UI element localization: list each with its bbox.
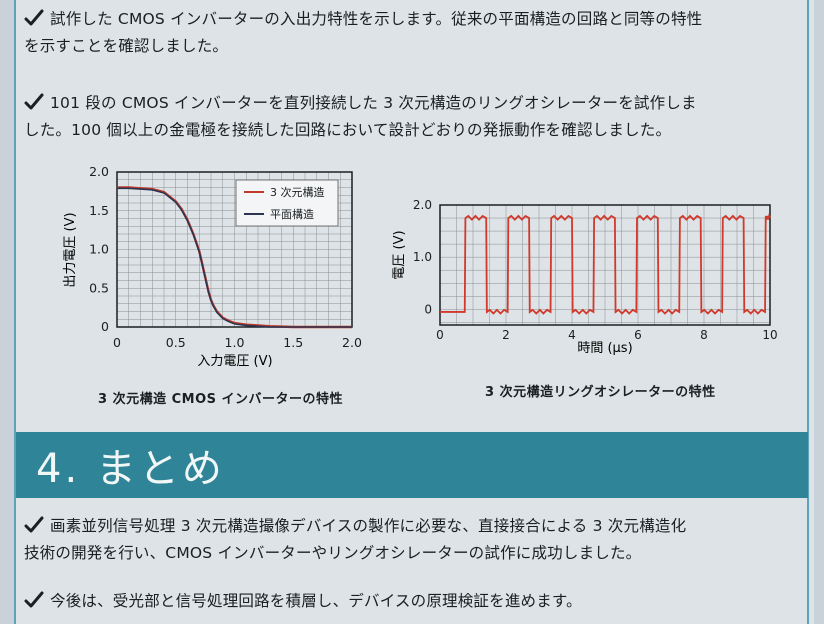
x-tick-label: 10 — [762, 328, 777, 342]
inverter-characteristic-chart: 0 0.5 1.0 1.5 2.0 0 0.5 1.0 1.5 2.0 3 次元構造 平面構造 入… — [63, 164, 362, 369]
y-tick-label: 2.0 — [413, 198, 432, 212]
y-tick-label: 2.0 — [89, 164, 109, 179]
intro-paragraph-1-line-2: を示すことを確認しました。 — [24, 37, 229, 55]
intro-paragraph-2-line-1: 101 段の CMOS インバーターを直列接続した 3 次元構造のリングオシレー… — [50, 94, 697, 112]
ring-chart-title: 3 次元構造リングオシレーターの特性 — [485, 385, 716, 400]
y-tick-label: 0 — [101, 319, 109, 334]
y-tick-label: 1.0 — [89, 242, 109, 257]
ring-chart-grid — [439, 204, 771, 325]
x-tick-label: 1.0 — [225, 335, 245, 350]
inverter-chart-ylabel: 出力電圧 (V) — [63, 212, 78, 287]
poster-right-border — [807, 0, 809, 624]
ring-chart-ylabel: 電圧 (V) — [392, 230, 407, 279]
y-tick-label: 1.5 — [89, 203, 109, 218]
summary-paragraph-2-line-1: 今後は、受光部と信号処理回路を積層し、デバイスの原理検証を進めます。 — [50, 592, 582, 610]
section-header-band — [16, 432, 808, 498]
y-tick-label: 0 — [424, 302, 432, 316]
legend-label-planar: 平面構造 — [270, 207, 314, 221]
checkmark-icon — [24, 93, 44, 111]
inverter-chart-xlabel: 入力電圧 (V) — [197, 354, 272, 369]
intro-paragraph-1-line-1: 試作した CMOS インバーターの入出力特性を示します。従来の平面構造の回路と同… — [50, 10, 703, 28]
poster-background — [14, 0, 814, 624]
y-tick-label: 1.0 — [413, 250, 432, 264]
x-tick-label: 2.0 — [342, 335, 362, 350]
poster-left-border — [14, 0, 16, 624]
x-tick-label: 2 — [502, 328, 510, 342]
inverter-chart-ticks: 0 0.5 1.0 1.5 2.0 0 0.5 1.0 1.5 2.0 — [89, 164, 362, 350]
checkmark-icon — [24, 516, 44, 534]
summary-paragraph-2: 今後は、受光部と信号処理回路を積層し、デバイスの原理検証を進めます。 — [24, 588, 794, 615]
series-line-planar — [117, 187, 352, 328]
x-tick-label: 8 — [700, 328, 708, 342]
intro-paragraph-1: 試作した CMOS インバーターの入出力特性を示します。従来の平面構造の回路と同… — [24, 6, 794, 60]
summary-paragraph-1-line-2: 技術の開発を行い、CMOS インバーターやリングオシレーターの試作に成功しました… — [24, 544, 642, 562]
intro-paragraph-2-line-2: した。100 個以上の金電極を接続した回路において設計どおりの発振動作を確認しま… — [24, 121, 672, 139]
intro-paragraph-2: 101 段の CMOS インバーターを直列接続した 3 次元構造のリングオシレー… — [24, 90, 794, 144]
summary-paragraph-1: 画素並列信号処理 3 次元構造撮像デバイスの製作に必要な、直接接合による 3 次… — [24, 513, 794, 567]
inverter-chart-series — [117, 186, 352, 329]
x-tick-label: 0.5 — [166, 335, 186, 350]
checkmark-icon — [24, 9, 44, 27]
ring-oscillator-chart: 0 2 4 6 8 10 0 1.0 2.0 時間 (μs) 電圧 (V) — [392, 198, 778, 356]
x-tick-label: 0 — [436, 328, 444, 342]
legend-label-3d: 3 次元構造 — [270, 185, 325, 199]
checkmark-icon — [24, 591, 44, 609]
x-tick-label: 6 — [634, 328, 642, 342]
x-tick-label: 0 — [113, 335, 121, 350]
ring-chart-xlabel: 時間 (μs) — [577, 341, 632, 356]
ring-chart-frame — [439, 204, 771, 326]
inverter-chart-frame — [116, 171, 353, 328]
inverter-chart-title: 3 次元構造 CMOS インバーターの特性 — [98, 392, 344, 407]
inverter-chart-legend: 3 次元構造 平面構造 — [235, 179, 339, 227]
ring-chart-series — [440, 212, 771, 315]
x-tick-label: 1.5 — [283, 335, 303, 350]
summary-paragraph-1-line-1: 画素並列信号処理 3 次元構造撮像デバイスの製作に必要な、直接接合による 3 次… — [50, 517, 687, 535]
ring-chart-ticks: 0 2 4 6 8 10 0 1.0 2.0 — [413, 198, 778, 342]
y-tick-label: 0.5 — [89, 280, 109, 295]
ring-oscillation-line — [440, 212, 771, 315]
x-tick-label: 4 — [568, 328, 576, 342]
section-title: 4. まとめ — [36, 446, 225, 492]
